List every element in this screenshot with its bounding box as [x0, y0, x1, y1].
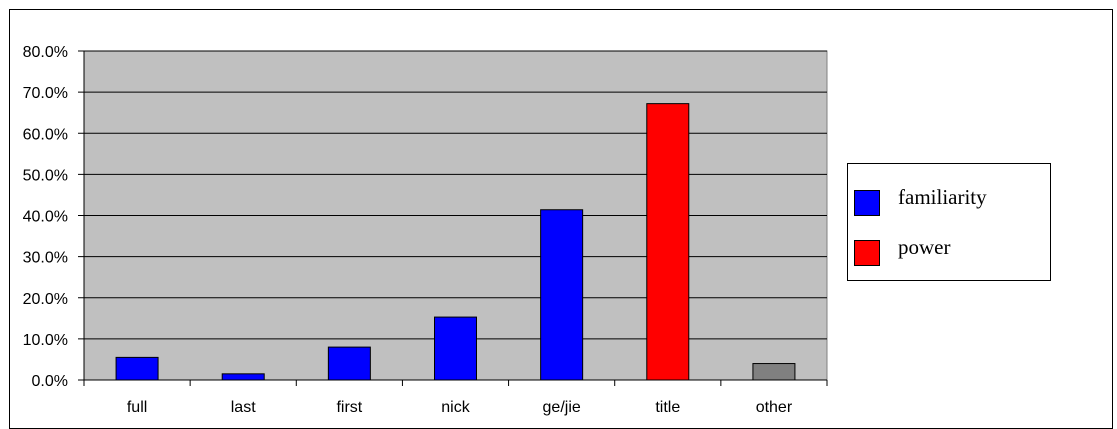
y-tick-label: 60.0%	[23, 126, 68, 143]
y-tick-label: 30.0%	[23, 250, 68, 267]
bar-full	[115, 356, 159, 381]
bar-title	[646, 103, 690, 381]
legend-swatch-familiarity	[854, 190, 880, 216]
x-tick-label-last: last	[231, 399, 256, 416]
x-tick-label-full: full	[127, 399, 147, 416]
bar-nick	[434, 316, 477, 381]
y-tick-label: 50.0%	[23, 167, 68, 184]
x-tick-label-title: title	[655, 399, 680, 416]
y-tick-label: 0.0%	[32, 373, 68, 390]
bar-last	[221, 373, 265, 381]
legend: familiarity power	[847, 163, 1051, 281]
y-tick-labels: 0.0% 10.0% 20.0% 30.0% 40.0% 50.0% 60.0% 70.0% 8…	[23, 44, 68, 390]
legend-label-familiarity: familiarity	[898, 184, 987, 209]
y-tick-label: 40.0%	[23, 209, 68, 226]
y-tick-label: 20.0%	[23, 291, 68, 308]
x-tick-label-other: other	[756, 399, 793, 416]
bars	[83, 103, 828, 386]
legend-item-power: power	[854, 235, 950, 266]
bar-first	[327, 346, 371, 381]
x-tick-label-ge-jie: ge/jie	[543, 399, 581, 416]
bar-other	[752, 363, 796, 381]
bar-ge-jie	[540, 209, 584, 381]
x-tick-labels: full last first nick ge/jie title other	[127, 399, 793, 416]
y-tick-label: 10.0%	[23, 332, 68, 349]
y-tick-label: 80.0%	[23, 44, 68, 61]
x-tick-label-first: first	[336, 399, 362, 416]
x-tick-label-nick: nick	[441, 399, 470, 416]
legend-item-familiarity: familiarity	[854, 185, 987, 216]
axes	[83, 51, 827, 381]
y-tick-label: 70.0%	[23, 85, 68, 102]
legend-swatch-power	[854, 240, 880, 266]
legend-label-power: power	[898, 234, 951, 259]
